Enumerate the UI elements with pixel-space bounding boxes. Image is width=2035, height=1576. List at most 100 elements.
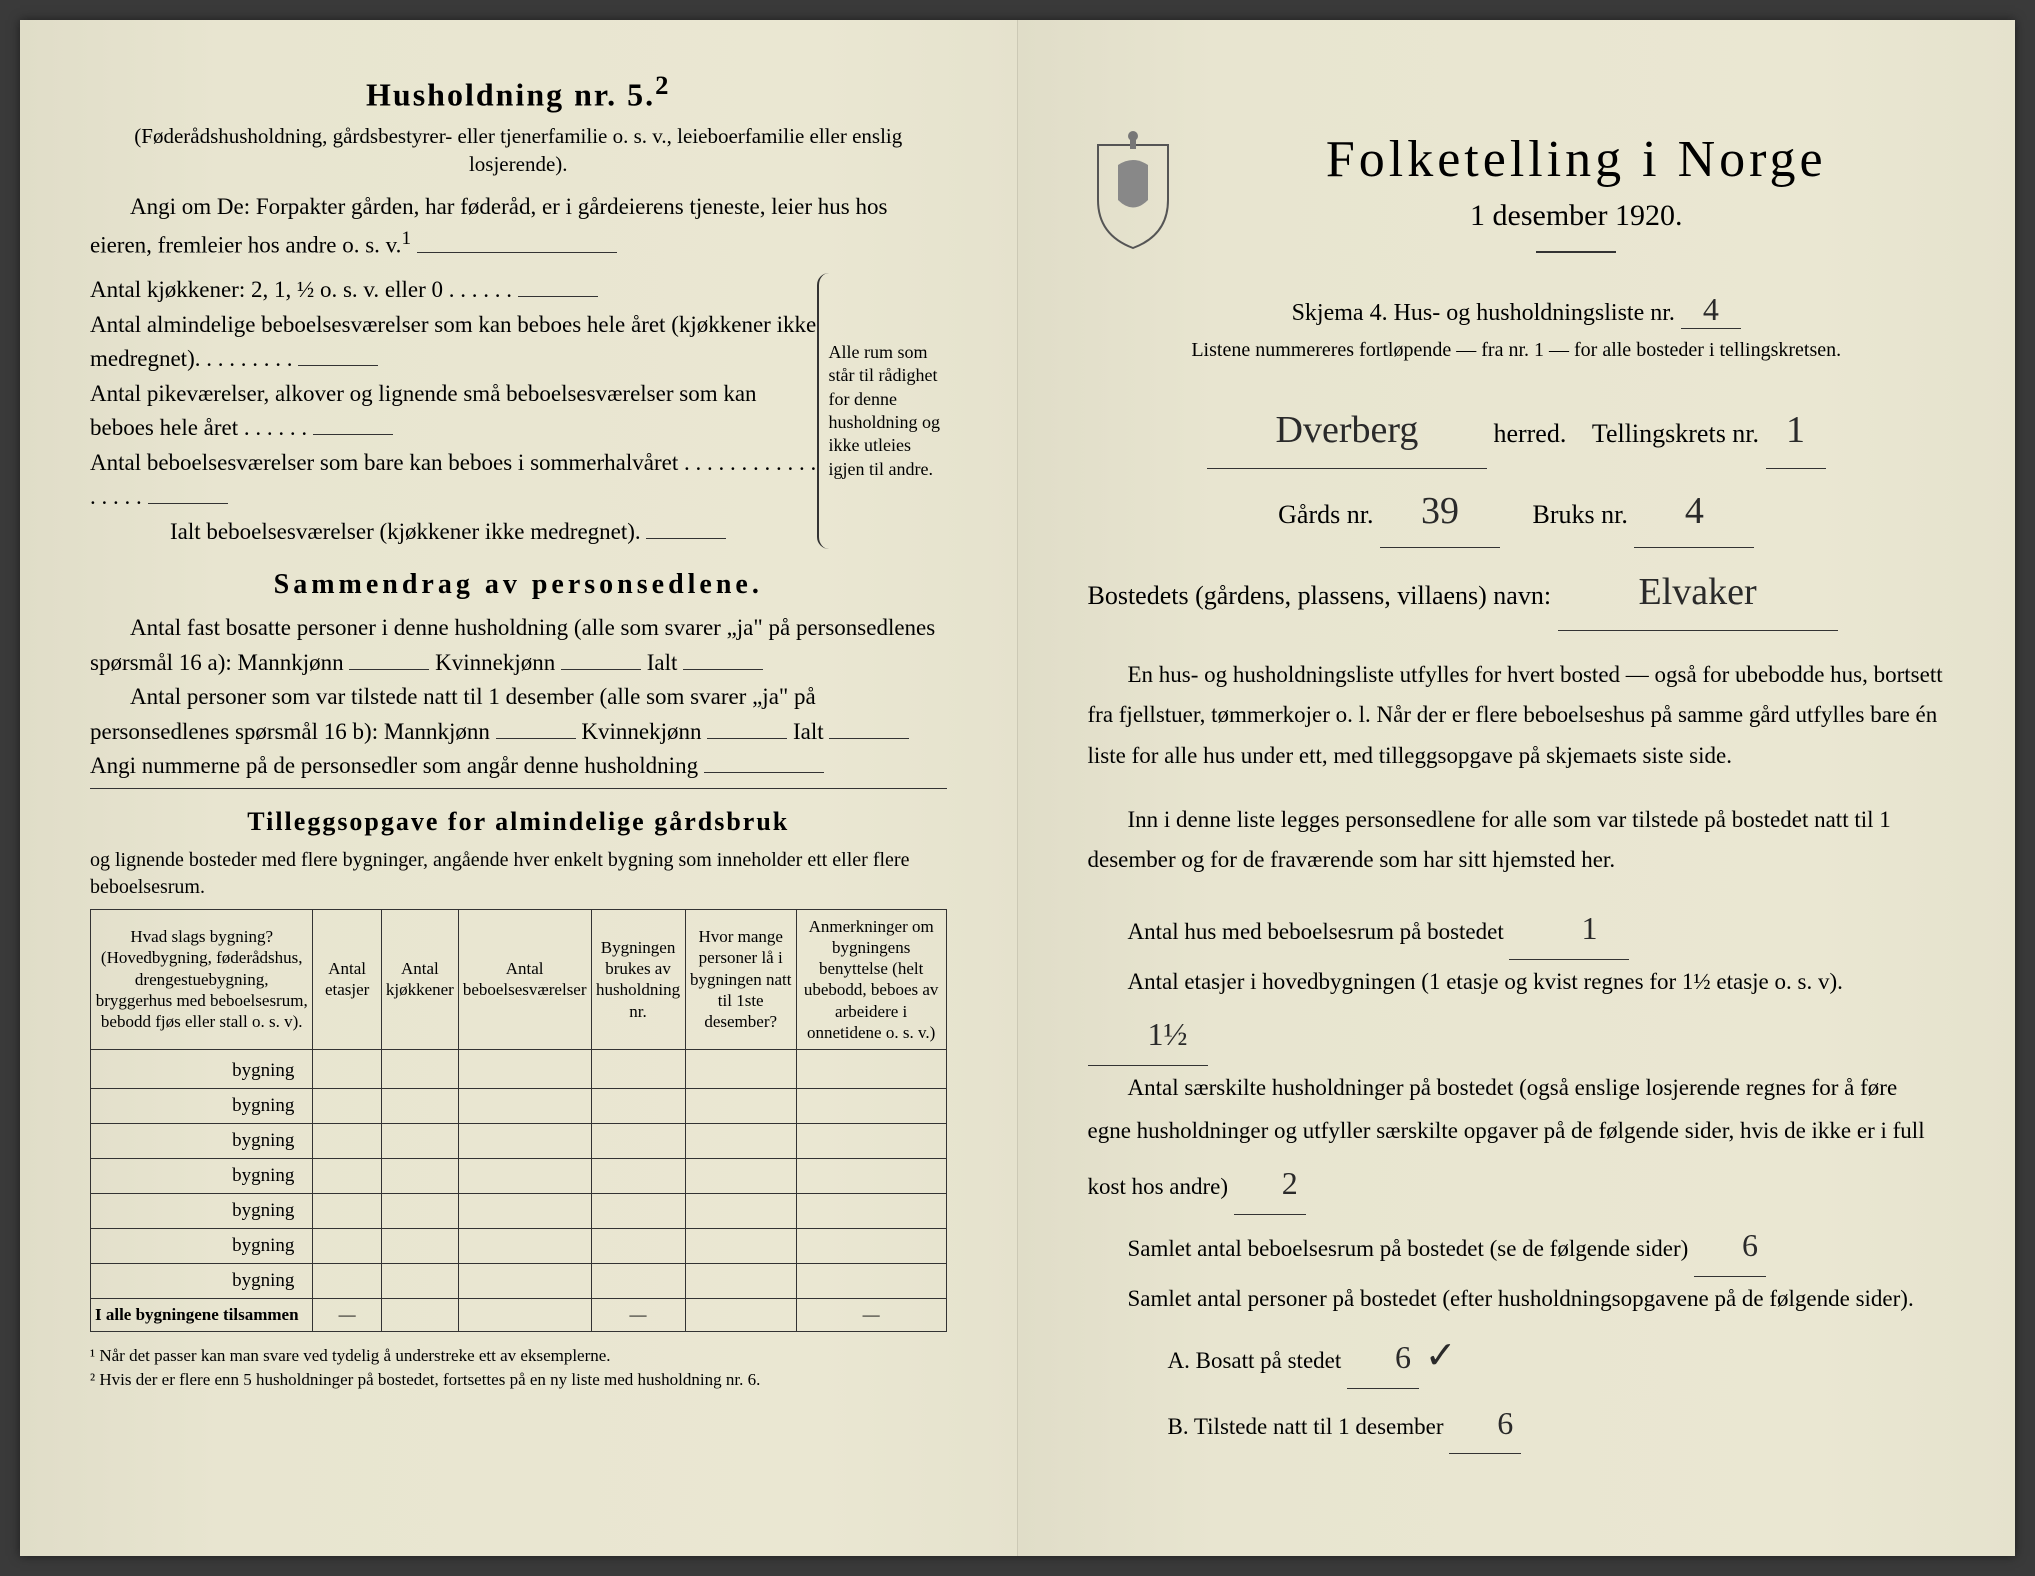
cell <box>458 1089 591 1124</box>
fill-line <box>646 538 726 539</box>
cell <box>313 1089 381 1124</box>
sum3: Angi nummerne på de personsedler som ang… <box>90 753 698 778</box>
rooms-block: Antal kjøkkener: 2, 1, ½ o. s. v. eller … <box>90 273 947 549</box>
cell <box>458 1299 591 1332</box>
cell <box>313 1159 381 1194</box>
cell <box>796 1194 946 1229</box>
kitchens-label: Antal kjøkkener: 2, 1, ½ o. s. v. eller … <box>90 277 512 302</box>
q4-line: Samlet antal beboelsesrum på bostedet (s… <box>1088 1215 1946 1277</box>
household-heading: Husholdning nr. 5.2 <box>90 70 947 114</box>
household-subtext: (Føderådshusholdning, gårdsbestyrer- ell… <box>90 122 947 179</box>
cell <box>796 1229 946 1264</box>
cell <box>591 1264 685 1299</box>
sum1i: Ialt <box>647 650 678 675</box>
cell <box>685 1124 796 1159</box>
row-label: bygning <box>91 1159 313 1194</box>
row-label: bygning <box>91 1264 313 1299</box>
fill-line <box>683 669 763 670</box>
q3-line: Antal særskilte husholdninger på bostede… <box>1088 1066 1946 1215</box>
cell <box>381 1299 458 1332</box>
brace-note: Alle rum som står til rådighet for denne… <box>817 273 947 549</box>
th-kjokken: Antal kjøkkener <box>381 909 458 1050</box>
census-date: 1 desember 1920. <box>1208 199 1946 233</box>
fill-line <box>561 669 641 670</box>
rooms3-label: Antal beboelsesværelser som bare kan beb… <box>90 450 816 510</box>
cell <box>313 1264 381 1299</box>
cell <box>313 1229 381 1264</box>
cell <box>458 1194 591 1229</box>
title-divider <box>1536 251 1616 253</box>
cell <box>458 1229 591 1264</box>
cell <box>796 1050 946 1089</box>
qA-checkmark: ✓ <box>1425 1335 1457 1377</box>
bosted-label: Bostedets (gårdens, plassens, villaens) … <box>1088 581 1552 610</box>
sum1k: Kvinnekjønn <box>435 650 555 675</box>
cell <box>685 1050 796 1089</box>
fill-line <box>298 365 378 366</box>
rooms2-line: Antal pikeværelser, alkover og lignende … <box>90 377 817 446</box>
cell <box>685 1299 796 1332</box>
bygning-label: bygning <box>232 1060 294 1081</box>
q3-label: Antal særskilte husholdninger på bostede… <box>1088 1075 1925 1199</box>
q1-line: Antal hus med beboelsesrum på bostedet 1 <box>1088 898 1946 960</box>
sum2i: Ialt <box>793 719 824 744</box>
q4-label: Samlet antal beboelsesrum på bostedet (s… <box>1128 1236 1689 1261</box>
q2-label: Antal etasjer i hovedbygningen (1 etasje… <box>1128 969 1843 994</box>
fill-line <box>349 669 429 670</box>
q2-line: Antal etasjer i hovedbygningen (1 etasje… <box>1088 960 1946 1065</box>
krets-value: 1 <box>1766 392 1826 469</box>
list-numbering-note: Listene nummereres fortløpende — fra nr.… <box>1088 339 1946 362</box>
cell <box>381 1050 458 1089</box>
total-label: I alle bygningene tilsammen <box>91 1299 313 1332</box>
q5-line: Samlet antal personer på bostedet (efter… <box>1088 1277 1946 1321</box>
row-label: bygning <box>91 1050 313 1089</box>
buildings-table: Hvad slags bygning? (Hovedbygning, føder… <box>90 909 947 1333</box>
fill-line <box>313 434 393 435</box>
krets-label: Tellingskrets nr. <box>1592 419 1759 448</box>
cell <box>458 1159 591 1194</box>
cell <box>313 1124 381 1159</box>
skjema-label: Skjema 4. Hus- og husholdningsliste nr. <box>1292 300 1675 326</box>
para-forpakter-text: Angi om De: Forpakter gården, har føderå… <box>90 194 887 257</box>
th-etasjer: Antal etasjer <box>313 909 381 1050</box>
q1-label: Antal hus med beboelsesrum på bostedet <box>1128 919 1504 944</box>
fill-line <box>707 738 787 739</box>
rooms2-label: Antal pikeværelser, alkover og lignende … <box>90 381 757 441</box>
footnote-1: ¹ Når det passer kan man svare ved tydel… <box>90 1344 947 1368</box>
rooms3-line: Antal beboelsesværelser som bare kan beb… <box>90 446 817 515</box>
fill-line <box>148 503 228 504</box>
herred-value: Dverberg <box>1207 392 1487 469</box>
cell <box>685 1229 796 1264</box>
cell <box>591 1194 685 1229</box>
summary-line-1: Antal fast bosatte personer i denne hush… <box>90 611 947 680</box>
row-label: bygning <box>91 1089 313 1124</box>
skjema-value: 4 <box>1681 291 1741 329</box>
footnote-2: ² Hvis der er flere enn 5 husholdninger … <box>90 1368 947 1392</box>
fill-line <box>704 772 824 773</box>
gard-label: Gårds nr. <box>1278 500 1373 529</box>
sum2k: Kvinnekjønn <box>581 719 701 744</box>
cell <box>313 1194 381 1229</box>
bosted-row: Bostedets (gårdens, plassens, villaens) … <box>1088 554 1946 631</box>
cell <box>313 1050 381 1089</box>
right-header: Folketelling i Norge 1 desember 1920. <box>1088 130 1946 271</box>
footnotes: ¹ Når det passer kan man svare ved tydel… <box>90 1344 947 1392</box>
instructions-1: En hus- og husholdningsliste utfylles fo… <box>1088 655 1946 776</box>
table-body: bygning bygning bygning bygning bygning … <box>91 1050 947 1332</box>
cell <box>381 1089 458 1124</box>
cell <box>381 1229 458 1264</box>
gard-row: Gårds nr. 39 Bruks nr. 4 <box>1088 475 1946 548</box>
summary-heading: Sammendrag av personsedlene. <box>90 569 947 601</box>
tillegg-sub: og lignende bosteder med flere bygninger… <box>90 847 947 901</box>
cell <box>685 1194 796 1229</box>
household-heading-sup: 2 <box>655 70 670 100</box>
bruk-value: 4 <box>1634 475 1754 548</box>
rooms1-label: Antal almindelige beboelsesværelser som … <box>90 312 816 372</box>
table-row: bygning <box>91 1194 947 1229</box>
cell <box>796 1124 946 1159</box>
body1-text: En hus- og husholdningsliste utfylles fo… <box>1088 662 1943 768</box>
cell <box>685 1089 796 1124</box>
cell <box>796 1089 946 1124</box>
rooms-total-line: Ialt beboelsesværelser (kjøkkener ikke m… <box>90 515 817 550</box>
row-label: bygning <box>91 1124 313 1159</box>
